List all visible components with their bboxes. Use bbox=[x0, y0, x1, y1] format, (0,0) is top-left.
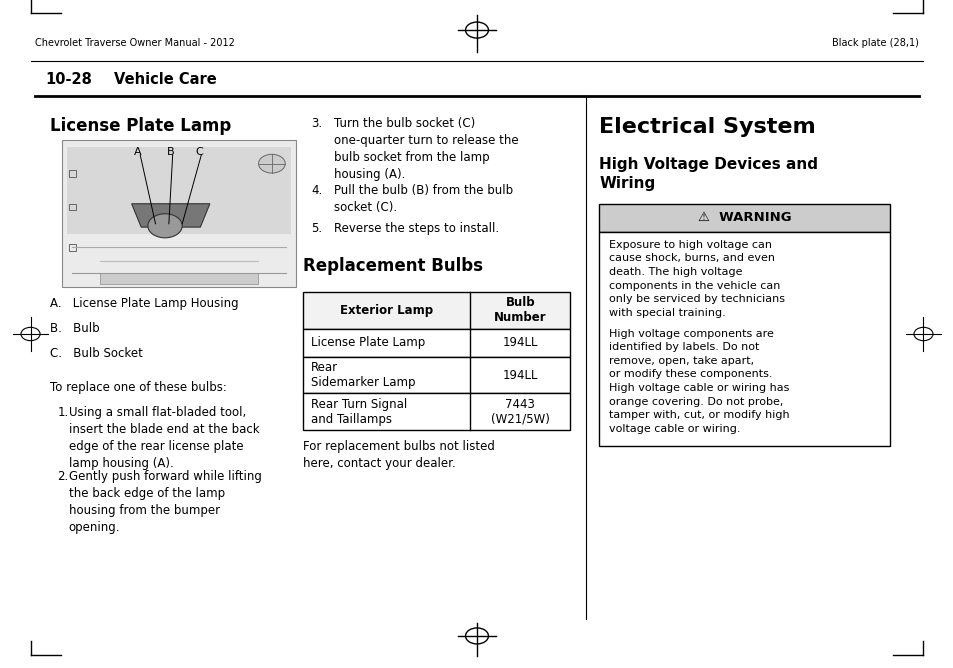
Bar bbox=[67, 147, 291, 234]
Text: Exterior Lamp: Exterior Lamp bbox=[340, 304, 433, 317]
Text: C: C bbox=[195, 147, 203, 157]
Text: C.   Bulb Socket: C. Bulb Socket bbox=[50, 347, 142, 360]
Polygon shape bbox=[132, 204, 210, 227]
Text: Using a small flat-bladed tool,
insert the blade end at the back
edge of the rea: Using a small flat-bladed tool, insert t… bbox=[69, 406, 259, 470]
Bar bbox=[303, 393, 570, 430]
Text: Exposure to high voltage can
cause shock, burns, and even
death. The high voltag: Exposure to high voltage can cause shock… bbox=[608, 240, 783, 318]
Text: 5.: 5. bbox=[311, 222, 322, 235]
Text: 3.: 3. bbox=[311, 117, 322, 130]
Text: 194LL: 194LL bbox=[502, 336, 537, 349]
Text: Gently push forward while lifting
the back edge of the lamp
housing from the bum: Gently push forward while lifting the ba… bbox=[69, 470, 261, 534]
Text: 10-28: 10-28 bbox=[46, 72, 92, 87]
Text: License Plate Lamp: License Plate Lamp bbox=[50, 117, 231, 135]
Text: Black plate (28,1): Black plate (28,1) bbox=[831, 39, 918, 48]
Bar bbox=[69, 244, 76, 250]
Text: Chevrolet Traverse Owner Manual - 2012: Chevrolet Traverse Owner Manual - 2012 bbox=[35, 39, 235, 48]
Text: Bulb
Number: Bulb Number bbox=[494, 297, 546, 324]
Bar bbox=[69, 204, 76, 210]
Text: License Plate Lamp: License Plate Lamp bbox=[311, 336, 425, 349]
Text: Vehicle Care: Vehicle Care bbox=[114, 72, 217, 87]
Text: Turn the bulb socket (C)
one-quarter turn to release the
bulb socket from the la: Turn the bulb socket (C) one-quarter tur… bbox=[334, 117, 518, 181]
Text: ⚠  WARNING: ⚠ WARNING bbox=[697, 211, 791, 224]
Polygon shape bbox=[100, 273, 257, 284]
Text: To replace one of these bulbs:: To replace one of these bulbs: bbox=[50, 381, 226, 393]
Text: For replacement bulbs not listed
here, contact your dealer.: For replacement bulbs not listed here, c… bbox=[303, 440, 495, 470]
Bar bbox=[303, 357, 570, 393]
Text: B.   Bulb: B. Bulb bbox=[50, 322, 99, 335]
Bar bbox=[69, 170, 76, 177]
Text: 7443
(W21/5W): 7443 (W21/5W) bbox=[491, 398, 549, 426]
Text: Rear
Sidemarker Lamp: Rear Sidemarker Lamp bbox=[311, 361, 416, 389]
Text: Pull the bulb (B) from the bulb
socket (C).: Pull the bulb (B) from the bulb socket (… bbox=[334, 184, 513, 214]
Text: 4.: 4. bbox=[311, 184, 322, 196]
Text: High Voltage Devices and
Wiring: High Voltage Devices and Wiring bbox=[598, 157, 818, 190]
Text: A: A bbox=[133, 147, 141, 157]
Text: 194LL: 194LL bbox=[502, 369, 537, 381]
Circle shape bbox=[148, 214, 182, 238]
Text: 1.: 1. bbox=[57, 406, 69, 419]
Text: B: B bbox=[167, 147, 174, 157]
Text: Reverse the steps to install.: Reverse the steps to install. bbox=[334, 222, 498, 235]
Text: High voltage components are
identified by labels. Do not
remove, open, take apar: High voltage components are identified b… bbox=[608, 329, 788, 434]
Bar bbox=[62, 140, 295, 287]
Bar bbox=[598, 232, 889, 446]
Text: Electrical System: Electrical System bbox=[598, 117, 815, 137]
Bar bbox=[598, 204, 889, 232]
Text: Rear Turn Signal
and Taillamps: Rear Turn Signal and Taillamps bbox=[311, 398, 407, 426]
Text: A.   License Plate Lamp Housing: A. License Plate Lamp Housing bbox=[50, 297, 238, 309]
Circle shape bbox=[258, 154, 285, 173]
Text: 2.: 2. bbox=[57, 470, 69, 482]
Bar bbox=[303, 329, 570, 357]
Bar bbox=[303, 292, 570, 329]
Text: Replacement Bulbs: Replacement Bulbs bbox=[303, 257, 483, 275]
